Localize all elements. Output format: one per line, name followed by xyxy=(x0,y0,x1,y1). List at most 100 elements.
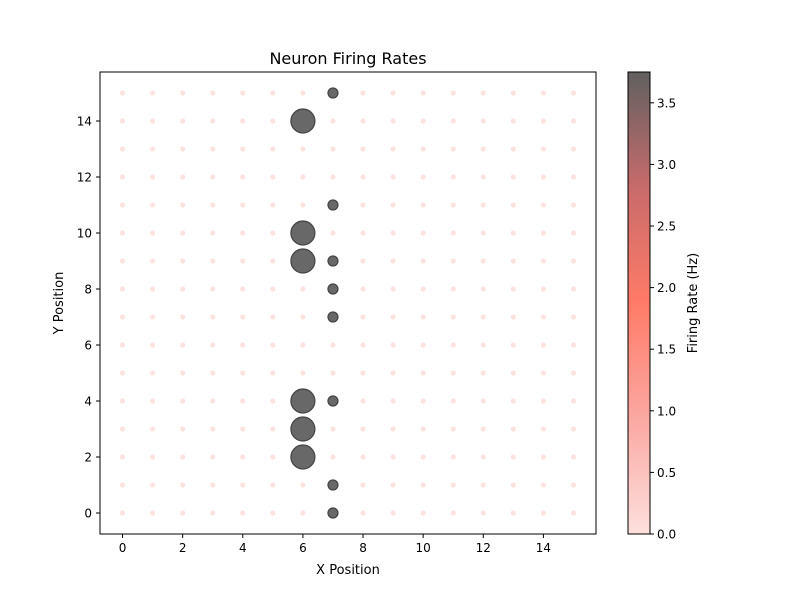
y-tick-label: 0 xyxy=(84,507,92,521)
neuron-point-active xyxy=(327,395,339,407)
neuron-point xyxy=(210,510,216,516)
neuron-point xyxy=(420,118,426,124)
neuron-point xyxy=(180,482,186,488)
neuron-point xyxy=(210,118,216,124)
neuron-point xyxy=(270,510,276,516)
neuron-point xyxy=(390,174,396,180)
neuron-point xyxy=(210,454,216,460)
neuron-point xyxy=(210,314,216,320)
neuron-point xyxy=(570,146,577,152)
neuron-point xyxy=(180,370,186,376)
neuron-point xyxy=(270,482,276,488)
neuron-point xyxy=(510,230,516,236)
neuron-point xyxy=(570,370,577,376)
neuron-point xyxy=(180,90,186,96)
neuron-point xyxy=(270,230,276,236)
x-tick-label: 14 xyxy=(536,541,551,555)
neuron-point xyxy=(330,370,336,376)
neuron-point xyxy=(180,454,186,460)
neuron-point xyxy=(330,454,336,460)
neuron-point-active xyxy=(327,255,339,267)
neuron-point xyxy=(360,146,366,152)
neuron-point xyxy=(119,370,126,376)
neuron-point xyxy=(570,90,577,96)
neuron-point xyxy=(450,426,456,432)
neuron-point xyxy=(210,202,216,208)
neuron-point xyxy=(240,426,246,432)
neuron-point xyxy=(330,146,336,152)
neuron-point xyxy=(480,230,486,236)
neuron-point xyxy=(180,202,186,208)
y-tick-label: 8 xyxy=(84,283,92,297)
neuron-point xyxy=(240,370,246,376)
neuron-point xyxy=(300,342,306,348)
neuron-point xyxy=(540,398,546,404)
neuron-point xyxy=(390,118,396,124)
neuron-point xyxy=(420,426,426,432)
neuron-point xyxy=(510,342,516,348)
colorbar-tick-label: 3.5 xyxy=(657,96,676,110)
neuron-point xyxy=(180,146,186,152)
neuron-point xyxy=(420,314,426,320)
neuron-point xyxy=(210,230,216,236)
neuron-point xyxy=(420,146,426,152)
neuron-point xyxy=(119,510,126,516)
neuron-point xyxy=(480,90,486,96)
neuron-point xyxy=(570,286,577,292)
neuron-point xyxy=(510,454,516,460)
neuron-point xyxy=(210,370,216,376)
neuron-point xyxy=(540,342,546,348)
neuron-point xyxy=(480,426,486,432)
neuron-point xyxy=(420,482,426,488)
neuron-point xyxy=(210,482,216,488)
neuron-point xyxy=(270,258,276,264)
neuron-point xyxy=(510,314,516,320)
neuron-point xyxy=(119,342,126,348)
neuron-point xyxy=(540,426,546,432)
neuron-point xyxy=(119,426,126,432)
neuron-point xyxy=(150,118,156,124)
neuron-point xyxy=(570,118,577,124)
neuron-point xyxy=(330,230,336,236)
neuron-point xyxy=(270,146,276,152)
neuron-point xyxy=(210,342,216,348)
neuron-point-active xyxy=(327,507,339,519)
neuron-point xyxy=(210,426,216,432)
neuron-point xyxy=(119,286,126,292)
neuron-point xyxy=(390,258,396,264)
neuron-point xyxy=(390,398,396,404)
neuron-point xyxy=(510,118,516,124)
neuron-point xyxy=(480,342,486,348)
plot-frame xyxy=(99,71,597,535)
neuron-point xyxy=(150,398,156,404)
neuron-point-active xyxy=(290,220,316,246)
neuron-point xyxy=(270,118,276,124)
neuron-point xyxy=(420,286,426,292)
neuron-point-active xyxy=(290,444,316,470)
neuron-point xyxy=(480,454,486,460)
neuron-point xyxy=(210,398,216,404)
neuron-point xyxy=(270,426,276,432)
colorbar-gradient xyxy=(627,71,651,535)
neuron-point xyxy=(390,286,396,292)
neuron-point xyxy=(119,230,126,236)
neuron-point xyxy=(270,286,276,292)
neuron-point xyxy=(540,258,546,264)
neuron-point-active xyxy=(290,108,316,134)
x-tick-label: 10 xyxy=(416,541,431,555)
neuron-point xyxy=(270,398,276,404)
neuron-point xyxy=(510,174,516,180)
neuron-point xyxy=(570,454,577,460)
neuron-point xyxy=(390,230,396,236)
neuron-point xyxy=(450,90,456,96)
neuron-point xyxy=(480,510,486,516)
neuron-point xyxy=(570,482,577,488)
neuron-point xyxy=(180,314,186,320)
neuron-point xyxy=(270,90,276,96)
neuron-point xyxy=(150,314,156,320)
neuron-point xyxy=(450,482,456,488)
neuron-point xyxy=(270,342,276,348)
neuron-point xyxy=(510,90,516,96)
neuron-point xyxy=(450,258,456,264)
neuron-point xyxy=(180,286,186,292)
